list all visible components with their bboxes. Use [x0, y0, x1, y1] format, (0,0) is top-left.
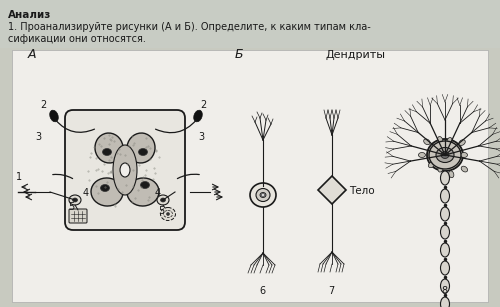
FancyBboxPatch shape: [65, 110, 185, 230]
Ellipse shape: [100, 185, 110, 192]
Ellipse shape: [95, 133, 123, 163]
Ellipse shape: [157, 195, 169, 205]
Ellipse shape: [448, 171, 454, 178]
Text: Тело: Тело: [349, 186, 374, 196]
Text: 6: 6: [259, 286, 265, 296]
FancyBboxPatch shape: [69, 209, 87, 223]
Ellipse shape: [424, 139, 430, 145]
Ellipse shape: [461, 166, 468, 172]
Text: Б: Б: [235, 48, 244, 61]
Ellipse shape: [260, 192, 266, 197]
Ellipse shape: [160, 198, 166, 202]
Ellipse shape: [194, 110, 202, 122]
Text: 1. Проанализируйте рисунки (А и Б). Определите, к каким типам кла-: 1. Проанализируйте рисунки (А и Б). Опре…: [8, 22, 371, 32]
Ellipse shape: [127, 133, 155, 163]
Ellipse shape: [459, 140, 466, 146]
Ellipse shape: [440, 189, 450, 203]
Text: 2: 2: [200, 100, 206, 110]
Polygon shape: [318, 176, 346, 204]
Ellipse shape: [440, 225, 450, 239]
Ellipse shape: [72, 198, 78, 202]
Ellipse shape: [440, 207, 450, 221]
Ellipse shape: [447, 138, 452, 144]
Ellipse shape: [440, 297, 450, 307]
Ellipse shape: [440, 171, 450, 185]
Ellipse shape: [138, 149, 147, 156]
Text: 4: 4: [83, 188, 89, 198]
Ellipse shape: [440, 243, 450, 257]
Text: 7: 7: [328, 286, 334, 296]
Ellipse shape: [102, 149, 112, 156]
Ellipse shape: [418, 153, 426, 157]
Ellipse shape: [325, 184, 339, 196]
Ellipse shape: [250, 183, 276, 207]
Ellipse shape: [140, 181, 149, 188]
Text: 1: 1: [16, 172, 22, 182]
Ellipse shape: [440, 279, 450, 293]
Text: 2: 2: [40, 100, 46, 110]
Ellipse shape: [428, 162, 435, 168]
Ellipse shape: [440, 261, 450, 275]
Text: 8: 8: [441, 286, 447, 296]
Ellipse shape: [429, 141, 461, 169]
Ellipse shape: [113, 145, 137, 195]
Text: 5: 5: [68, 202, 74, 212]
Ellipse shape: [91, 178, 123, 206]
Ellipse shape: [160, 208, 176, 220]
Ellipse shape: [427, 139, 463, 171]
Ellipse shape: [436, 147, 454, 162]
FancyBboxPatch shape: [0, 0, 500, 48]
Ellipse shape: [166, 212, 170, 216]
Text: 4: 4: [155, 188, 161, 198]
Ellipse shape: [438, 165, 443, 172]
FancyBboxPatch shape: [12, 50, 488, 302]
Text: 3: 3: [35, 132, 41, 142]
Text: Дендриты: Дендриты: [325, 50, 385, 60]
Ellipse shape: [329, 188, 335, 192]
Ellipse shape: [120, 163, 130, 177]
Text: А: А: [28, 48, 36, 61]
Ellipse shape: [441, 151, 449, 158]
Ellipse shape: [262, 194, 264, 196]
Ellipse shape: [50, 110, 58, 122]
Ellipse shape: [127, 178, 159, 206]
Ellipse shape: [256, 188, 270, 201]
Text: сификации они относятся.: сификации они относятся.: [8, 34, 146, 44]
Ellipse shape: [69, 195, 81, 205]
Ellipse shape: [438, 137, 442, 143]
Text: Анализ: Анализ: [8, 10, 52, 20]
Text: 3: 3: [198, 132, 204, 142]
Ellipse shape: [331, 189, 333, 191]
Ellipse shape: [460, 153, 468, 157]
Text: 5: 5: [158, 206, 164, 216]
